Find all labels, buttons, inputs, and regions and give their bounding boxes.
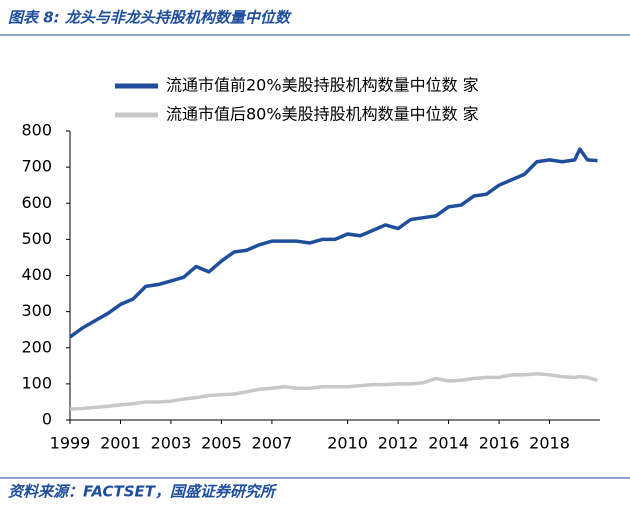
legend-label: 流通市值后80%美股持股机构数量中位数 家	[166, 105, 479, 124]
series-line	[68, 147, 598, 339]
x-tick-label: 1999	[50, 434, 91, 453]
y-tick-label: 300	[21, 301, 52, 320]
x-tick-label: 2014	[428, 434, 469, 453]
x-tick-label: 2007	[252, 434, 293, 453]
x-tick-label: 2003	[151, 434, 192, 453]
legend-label: 流通市值前20%美股持股机构数量中位数 家	[166, 76, 479, 95]
y-tick-label: 200	[21, 337, 52, 356]
y-tick-label: 700	[21, 157, 52, 176]
y-tick-label: 500	[21, 229, 52, 248]
x-tick-label: 2005	[201, 434, 242, 453]
y-tick-label: 800	[21, 121, 52, 140]
series-line	[69, 372, 598, 411]
chart-title: 图表 8: 龙头与非龙头持股机构数量中位数	[8, 9, 293, 27]
x-tick-label: 2001	[100, 434, 141, 453]
y-tick-label: 600	[21, 193, 52, 212]
x-tick-label: 2016	[479, 434, 520, 453]
y-tick-label: 400	[21, 265, 52, 284]
x-tick-label: 2012	[378, 434, 419, 453]
x-tick-label: 2018	[529, 434, 570, 453]
y-tick-label: 100	[21, 373, 52, 392]
y-tick-label: 0	[42, 410, 52, 429]
source-note: 资料来源：FACTSET，国盛证券研究所	[8, 483, 278, 501]
x-tick-label: 2010	[327, 434, 368, 453]
